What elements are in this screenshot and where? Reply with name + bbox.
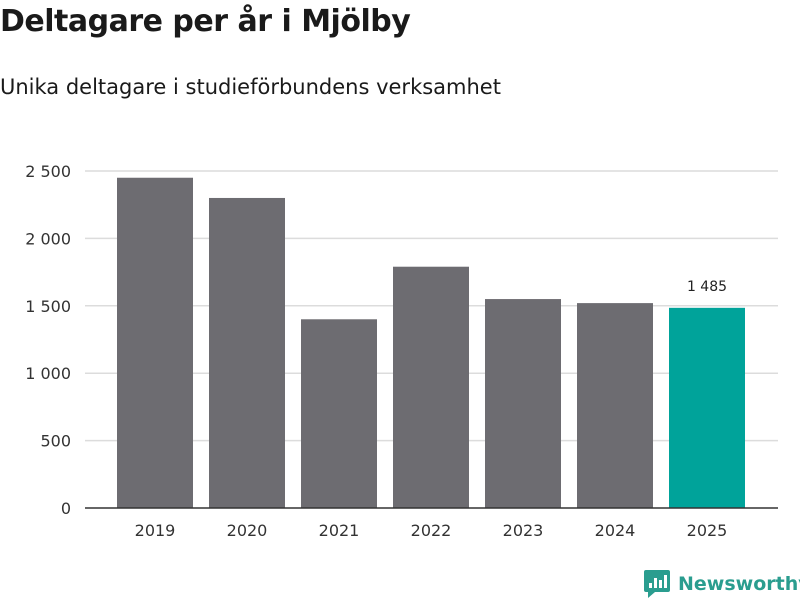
bar-2021: [301, 319, 377, 508]
bar-2024: [577, 303, 653, 508]
newsworthy-logo-text: Newsworthy: [678, 573, 800, 595]
data-label: 1 485: [687, 279, 727, 295]
newsworthy-logo: Newsworthy: [644, 568, 800, 600]
bar-2025: [669, 307, 745, 508]
bar-2020: [209, 197, 285, 508]
x-tick-label: 2022: [411, 521, 452, 540]
newsworthy-logo-icon: [644, 570, 670, 598]
y-tick-label: 2 000: [25, 229, 71, 248]
chart-title: Deltagare per år i Mjölby: [0, 4, 411, 39]
bar-2019: [117, 177, 193, 509]
y-tick-label: 2 500: [25, 162, 71, 181]
x-tick-label: 2020: [227, 521, 268, 540]
bar-2023: [485, 299, 561, 508]
y-tick-label: 500: [40, 432, 71, 451]
x-tick-label: 2023: [503, 521, 544, 540]
x-tick-label: 2024: [595, 521, 636, 540]
x-tick-label: 2021: [319, 521, 360, 540]
bar-2022: [393, 266, 469, 508]
x-tick-label: 2019: [135, 521, 176, 540]
y-tick-label: 1 500: [25, 297, 71, 316]
chart-subtitle: Unika deltagare i studieförbundens verks…: [0, 75, 501, 99]
y-tick-label: 1 000: [25, 364, 71, 383]
x-tick-label: 2025: [687, 521, 728, 540]
y-tick-label: 0: [61, 499, 71, 518]
